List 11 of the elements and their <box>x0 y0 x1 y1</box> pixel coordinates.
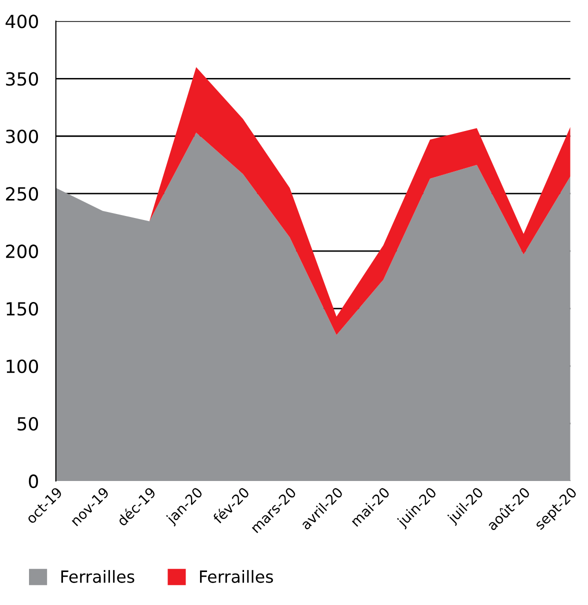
y-tick-label: 0 <box>28 474 38 488</box>
y-tick-label: 50 <box>18 416 38 431</box>
y-tick-label: 300 <box>6 130 38 144</box>
y-tick-label: 200 <box>6 244 38 258</box>
y-tick-label: 400 <box>6 14 38 28</box>
y-tick-label: 250 <box>6 187 38 201</box>
y-tick-label: 350 <box>6 72 38 86</box>
y-tick-label: 150 <box>6 302 38 316</box>
y-tick-label: 100 <box>6 359 38 374</box>
legend-label: Ferrailles <box>200 570 273 583</box>
legend-label: Ferrailles <box>61 570 134 583</box>
